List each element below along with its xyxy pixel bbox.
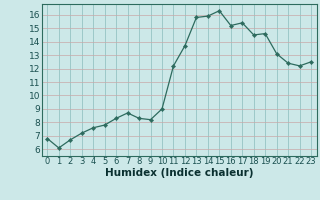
X-axis label: Humidex (Indice chaleur): Humidex (Indice chaleur): [105, 168, 253, 178]
